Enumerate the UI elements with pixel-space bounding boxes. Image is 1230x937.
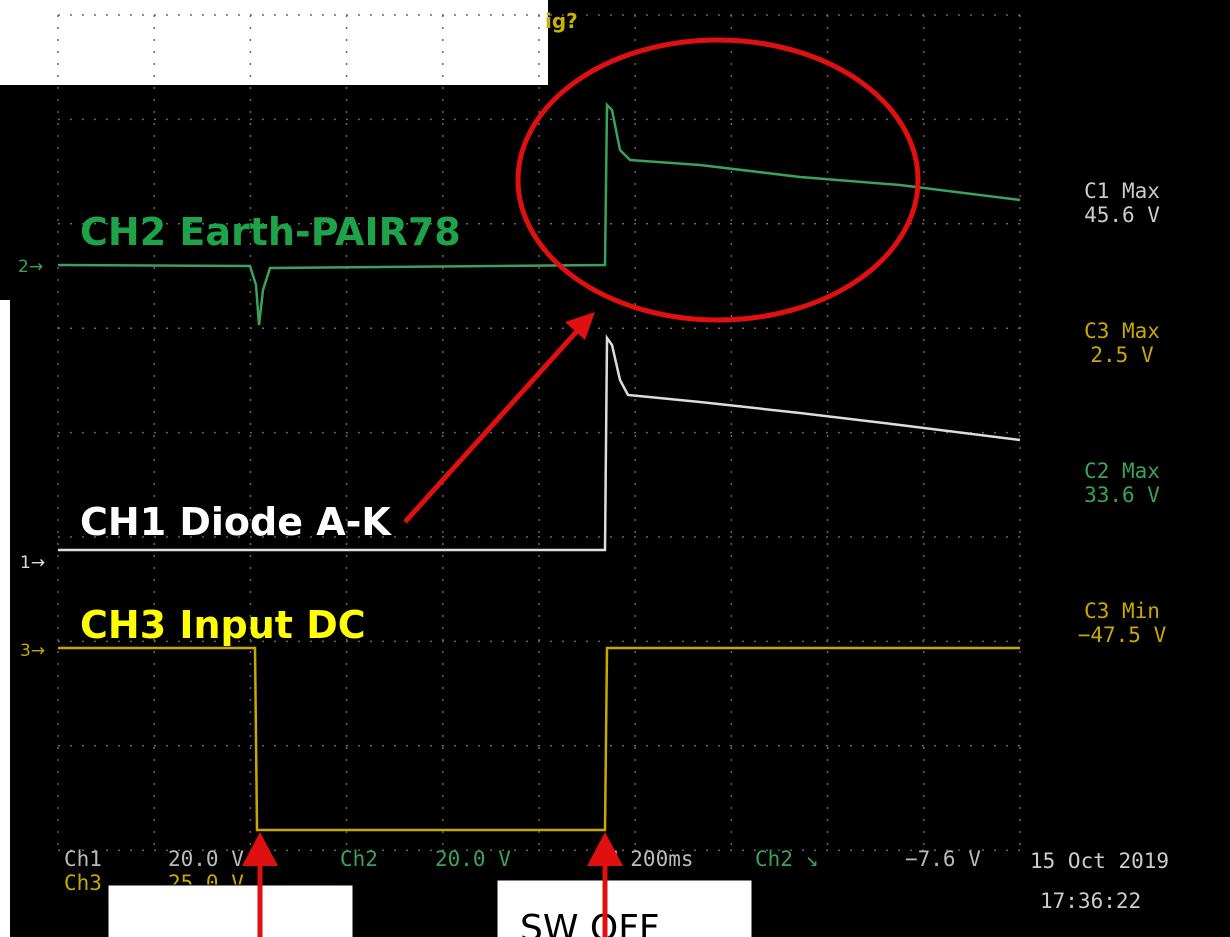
- measurement-value: 2.5 V: [1090, 343, 1154, 367]
- trigger-source: Ch2 ↘: [755, 847, 818, 871]
- ch2-annotation: CH2 Earth-PAIR78: [80, 210, 461, 254]
- ch2-marker: 2→: [18, 257, 43, 277]
- date: 15 Oct 2019: [1030, 849, 1169, 873]
- ch2-scale: 20.0 V: [435, 847, 511, 871]
- measurement-label: C1 Max: [1084, 179, 1160, 203]
- ch3-label: Ch3: [64, 871, 102, 895]
- time: 17:36:22: [1040, 889, 1141, 913]
- screen-top: [548, 0, 1230, 85]
- measurement-label: C3 Max: [1084, 319, 1160, 343]
- ch3-annotation: CH3 Input DC: [80, 603, 366, 647]
- scope-screenshot: ig? 2→ 1→ 3→ CH2 Earth-PAIR78 CH1 Diode …: [0, 0, 1230, 937]
- measurement-value: −47.5 V: [1078, 623, 1167, 647]
- ch1-marker: 1→: [20, 553, 45, 573]
- measurement-value: 33.6 V: [1084, 483, 1160, 507]
- measurement-value: 45.6 V: [1084, 203, 1160, 227]
- note-box: [108, 885, 353, 937]
- ch2-label: Ch2: [340, 847, 378, 871]
- ch3-marker: 3→: [20, 641, 45, 661]
- measurement-label: C3 Min: [1084, 599, 1160, 623]
- ch1-annotation: CH1 Diode A-K: [80, 500, 392, 544]
- trigger-label: ig?: [545, 9, 578, 33]
- ch1-label: Ch1: [64, 847, 102, 871]
- sw-off-note: SW OFF: [520, 908, 660, 937]
- trigger-level: −7.6 V: [905, 847, 981, 871]
- measurement-label: C2 Max: [1084, 459, 1160, 483]
- screen-left: [0, 85, 10, 300]
- ch1-scale: 20.0 V: [168, 847, 244, 871]
